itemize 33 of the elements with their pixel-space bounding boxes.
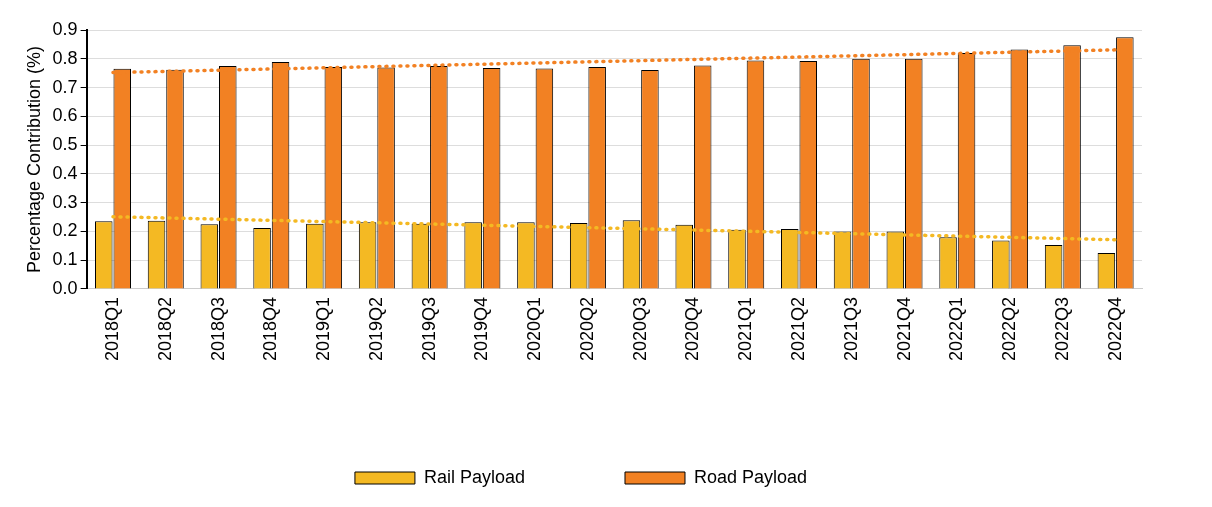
y-tick-label: 0.6 <box>52 105 78 126</box>
x-tick-label: 2020Q3 <box>629 296 650 362</box>
y-tick-label: 0.1 <box>52 249 78 270</box>
y-tick-label: 0.8 <box>52 47 78 68</box>
x-tick-label: 2018Q1 <box>101 296 122 362</box>
x-tick-label: 2021Q1 <box>735 296 756 362</box>
x-tick-label: 2019Q2 <box>365 296 386 362</box>
x-tick-label: 2018Q3 <box>207 296 228 362</box>
legend-label: Rail Payload <box>423 466 525 487</box>
x-tick-label: 2018Q2 <box>154 296 175 362</box>
x-tick-label: 2019Q4 <box>471 296 492 362</box>
x-tick-label: 2022Q4 <box>1104 296 1125 362</box>
x-tick-label: 2021Q4 <box>893 296 914 362</box>
x-tick-label: 2019Q1 <box>313 296 334 362</box>
x-tick-label: 2020Q4 <box>682 296 703 362</box>
y-axis-title: Percentage Contribution (%) <box>23 45 44 274</box>
y-tick-label: 0.3 <box>52 191 78 212</box>
x-tick-label: 2021Q3 <box>840 296 861 362</box>
y-tick-label: 0.2 <box>52 220 78 241</box>
y-tick-label: 0.0 <box>52 277 78 298</box>
x-tick-label: 2022Q2 <box>999 296 1020 362</box>
x-tick-label: 2019Q3 <box>418 296 439 362</box>
y-tick-label: 0.4 <box>52 162 78 183</box>
x-tick-label: 2020Q2 <box>576 296 597 362</box>
x-tick-label: 2022Q1 <box>946 296 967 362</box>
x-tick-label: 2018Q4 <box>260 296 281 362</box>
x-tick-label: 2021Q2 <box>787 296 808 362</box>
x-tick-label: 2020Q1 <box>524 296 545 362</box>
y-tick-label: 0.5 <box>52 134 78 155</box>
y-tick-label: 0.9 <box>52 18 78 39</box>
legend-label: Road Payload <box>693 466 808 487</box>
x-tick-label: 2022Q3 <box>1051 296 1072 362</box>
y-tick-label: 0.7 <box>52 76 78 97</box>
